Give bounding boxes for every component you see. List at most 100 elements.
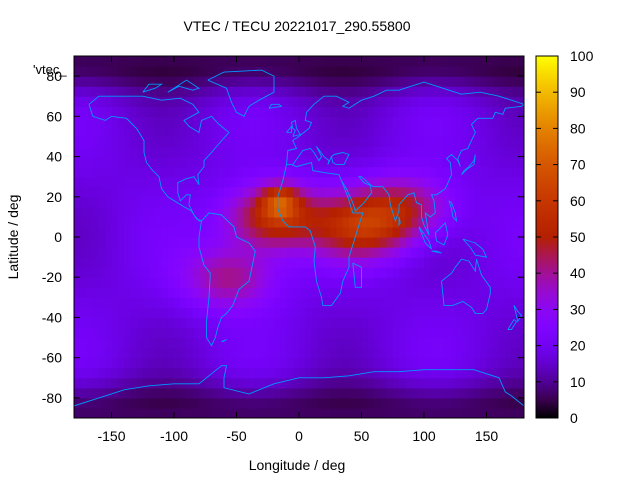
heatmap-cell bbox=[492, 166, 500, 178]
heatmap-cell bbox=[249, 136, 256, 148]
heatmap-cell bbox=[461, 186, 469, 198]
heatmap-cell bbox=[261, 216, 269, 228]
heatmap-cell bbox=[286, 176, 294, 188]
heatmap-cell bbox=[461, 407, 469, 418]
heatmap-cell bbox=[474, 377, 481, 389]
heatmap-cell bbox=[274, 226, 281, 238]
heatmap-cell bbox=[386, 337, 394, 349]
heatmap-cell bbox=[136, 267, 144, 278]
coastline bbox=[142, 83, 164, 93]
heatmap-cell bbox=[349, 287, 356, 298]
heatmap-cell bbox=[261, 226, 269, 238]
heatmap-cell bbox=[442, 146, 450, 158]
heatmap-cell bbox=[99, 86, 106, 97]
colorbar-tick-label: 30 bbox=[570, 301, 586, 317]
heatmap-cell bbox=[236, 367, 244, 379]
heatmap-cell bbox=[499, 367, 506, 379]
heatmap-cell bbox=[349, 106, 356, 117]
heatmap-cell bbox=[186, 56, 194, 67]
heatmap-cell bbox=[511, 367, 519, 379]
heatmap-cell bbox=[236, 277, 244, 288]
heatmap-cell bbox=[142, 106, 150, 117]
heatmap-cell bbox=[455, 277, 463, 288]
heatmap-cell bbox=[511, 277, 519, 288]
heatmap-cell bbox=[367, 257, 375, 268]
heatmap-cell bbox=[486, 196, 494, 208]
heatmap-cell bbox=[330, 116, 338, 127]
heatmap-cell bbox=[299, 226, 306, 238]
heatmap-cell bbox=[205, 76, 213, 87]
heatmap-cell bbox=[374, 156, 381, 168]
heatmap-cell bbox=[349, 347, 356, 359]
heatmap-cell bbox=[274, 116, 281, 127]
y-tick-label: -40 bbox=[42, 309, 62, 325]
heatmap-cell bbox=[505, 186, 513, 198]
heatmap-cell bbox=[292, 196, 300, 208]
heatmap-cell bbox=[305, 166, 313, 178]
heatmap-cell bbox=[199, 397, 206, 409]
heatmap-cell bbox=[430, 367, 438, 379]
heatmap-cell bbox=[124, 237, 131, 248]
heatmap-cell bbox=[449, 277, 456, 288]
heatmap-cell bbox=[461, 86, 469, 97]
heatmap-cell bbox=[192, 267, 200, 278]
heatmap-cell bbox=[392, 287, 400, 298]
heatmap-cell bbox=[111, 206, 119, 218]
heatmap-cell bbox=[486, 357, 494, 369]
heatmap-cell bbox=[155, 146, 163, 158]
heatmap-cell bbox=[261, 206, 269, 218]
heatmap-cell bbox=[430, 397, 438, 409]
heatmap-cell bbox=[161, 86, 169, 97]
heatmap-cell bbox=[286, 66, 294, 77]
heatmap-cell bbox=[424, 206, 431, 218]
heatmap-cell bbox=[136, 166, 144, 178]
heatmap-cell bbox=[517, 287, 524, 298]
heatmap-cell bbox=[436, 327, 444, 339]
heatmap-cell bbox=[117, 216, 125, 228]
heatmap-cell bbox=[399, 186, 406, 198]
heatmap-cell bbox=[486, 327, 494, 339]
heatmap-cell bbox=[99, 176, 106, 188]
heatmap-cell bbox=[367, 166, 375, 178]
heatmap-cell bbox=[299, 56, 306, 67]
heatmap-cell bbox=[242, 267, 250, 278]
heatmap-cell bbox=[217, 327, 225, 339]
heatmap-cell bbox=[186, 76, 194, 87]
heatmap-cell bbox=[511, 146, 519, 158]
heatmap-cell bbox=[311, 176, 319, 188]
heatmap-cell bbox=[230, 317, 238, 329]
heatmap-cell bbox=[280, 307, 288, 319]
heatmap-cell bbox=[249, 166, 256, 178]
heatmap-cell bbox=[117, 156, 125, 168]
heatmap-cell bbox=[92, 237, 100, 248]
heatmap-cell bbox=[161, 357, 169, 369]
heatmap-cell bbox=[130, 287, 138, 298]
heatmap-cell bbox=[142, 377, 150, 389]
heatmap-cell bbox=[411, 186, 419, 198]
heatmap-cell bbox=[267, 247, 275, 258]
heatmap-cell bbox=[230, 357, 238, 369]
heatmap-cell bbox=[517, 377, 524, 389]
heatmap-cell bbox=[442, 216, 450, 228]
heatmap-cell bbox=[399, 267, 406, 278]
heatmap-cell bbox=[417, 327, 425, 339]
heatmap-cell bbox=[236, 146, 244, 158]
heatmap-cell bbox=[330, 56, 338, 67]
heatmap-cell bbox=[449, 327, 456, 339]
heatmap-cell bbox=[449, 186, 456, 198]
heatmap-cell bbox=[374, 166, 381, 178]
heatmap-cell bbox=[505, 226, 513, 238]
heatmap-cell bbox=[99, 226, 106, 238]
heatmap-cell bbox=[217, 166, 225, 178]
heatmap-cell bbox=[149, 146, 156, 158]
heatmap-cell bbox=[274, 56, 281, 67]
heatmap-cell bbox=[286, 96, 294, 107]
heatmap-cell bbox=[336, 347, 344, 359]
heatmap-cell bbox=[174, 166, 181, 178]
heatmap-cell bbox=[236, 226, 244, 238]
heatmap-cell bbox=[349, 126, 356, 138]
heatmap-cell bbox=[230, 126, 238, 138]
heatmap-cell bbox=[92, 66, 100, 77]
heatmap-cell bbox=[505, 327, 513, 339]
heatmap-cell bbox=[186, 237, 194, 248]
